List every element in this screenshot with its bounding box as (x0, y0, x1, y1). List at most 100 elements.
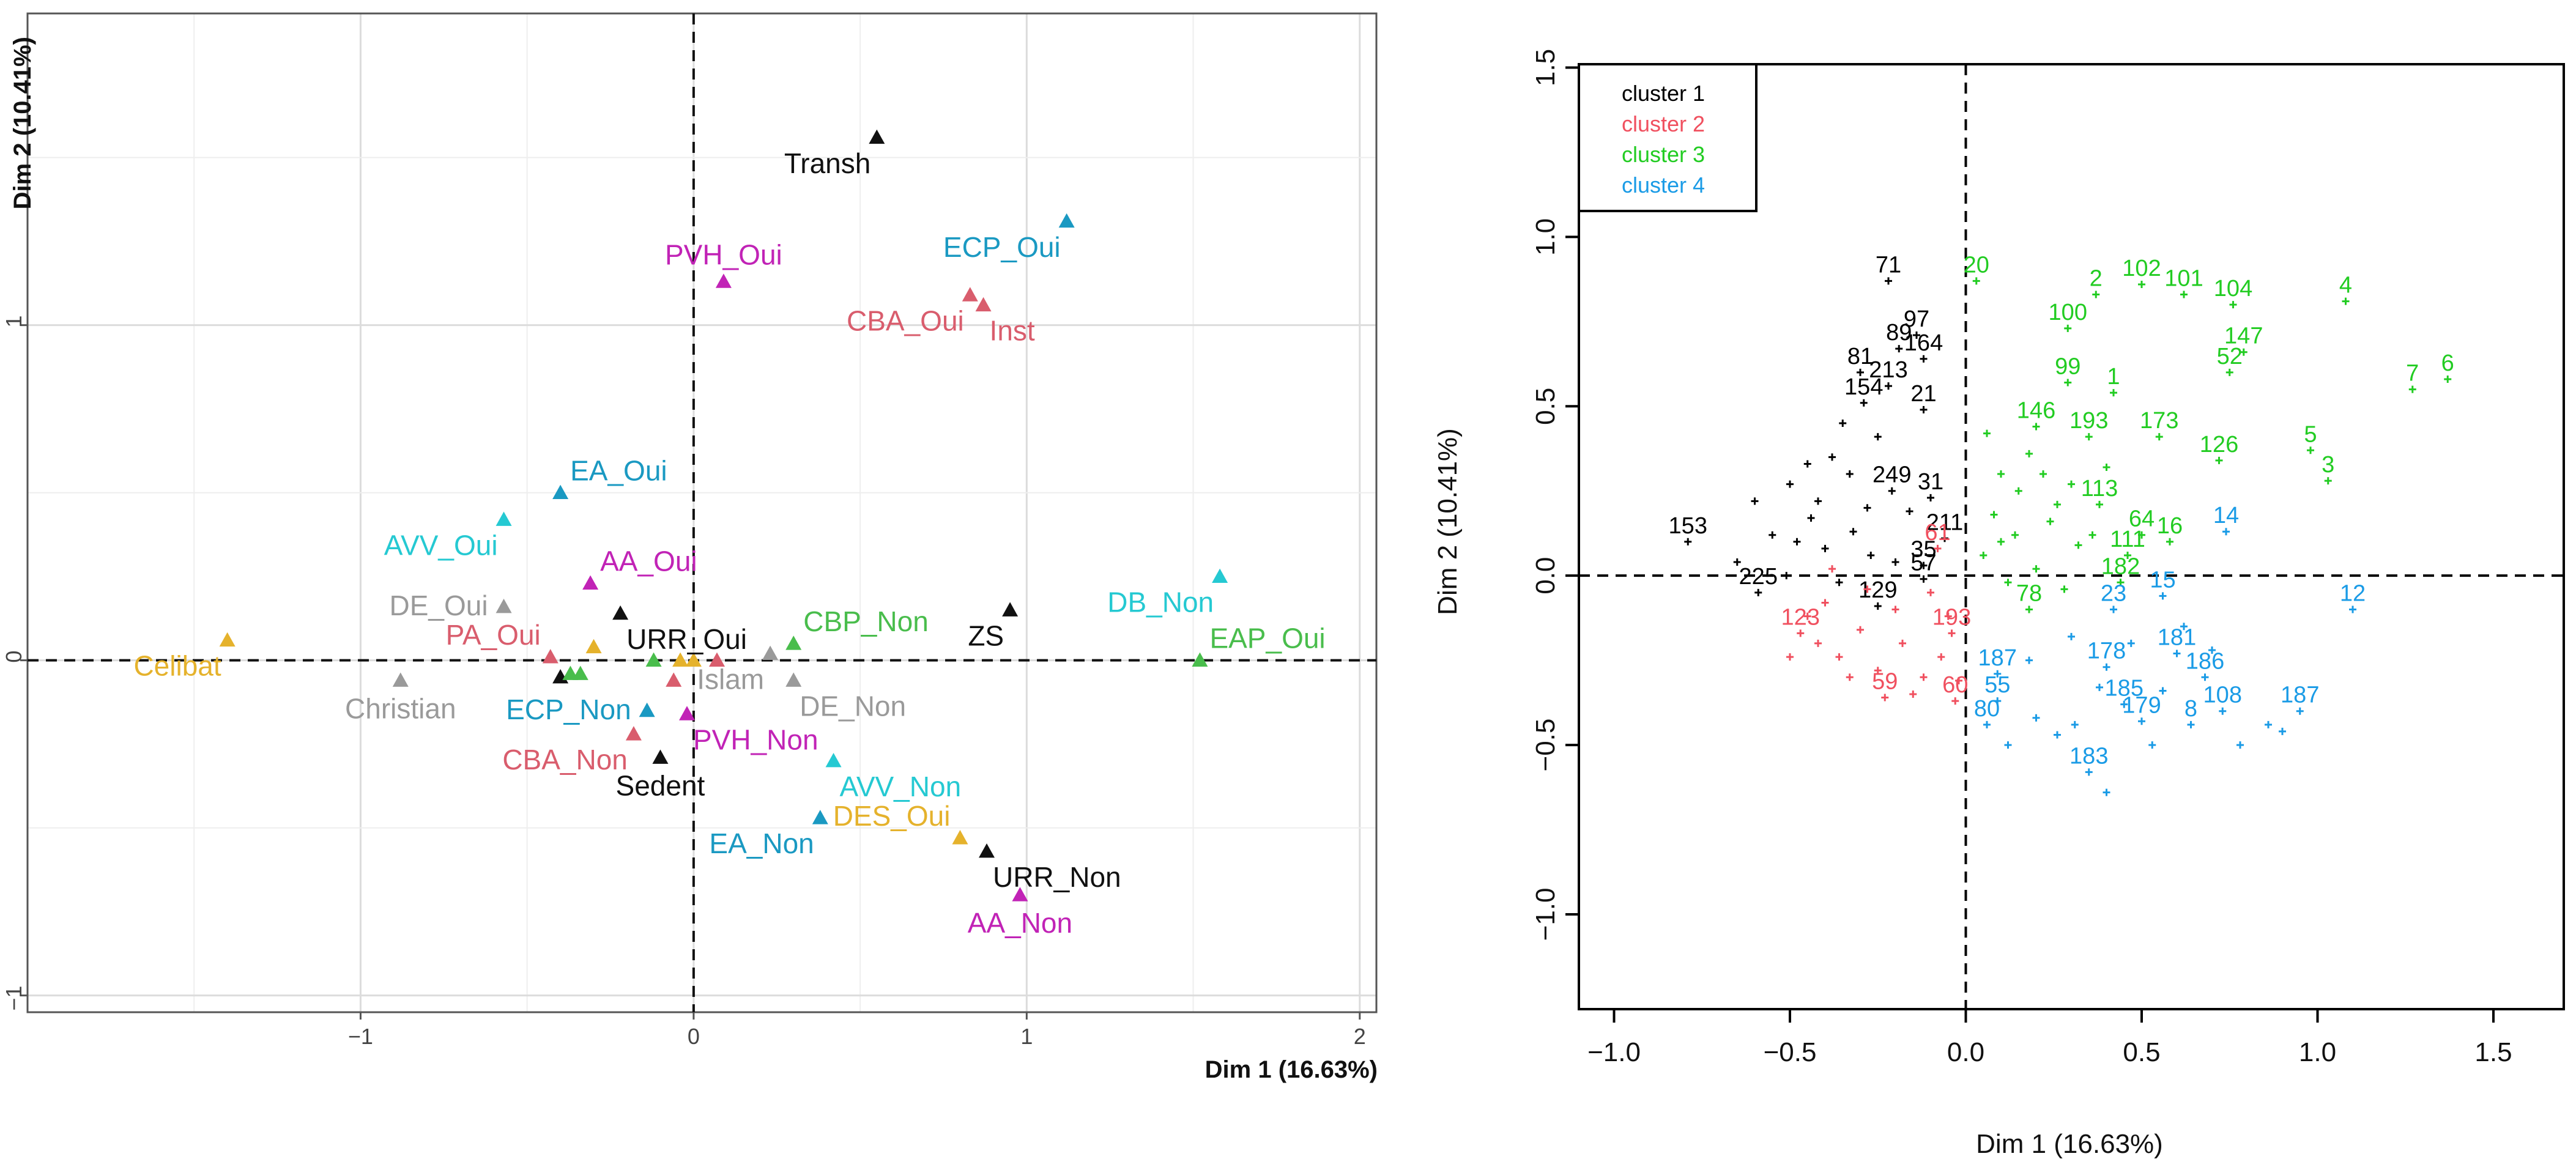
individual-point (1797, 629, 1805, 637)
individual-point (1951, 697, 1959, 705)
individual-point (2068, 480, 2075, 488)
individual-point (1821, 544, 1829, 552)
x-axis-label: Dim 1 (16.63%) (1205, 1056, 1378, 1083)
individual-point (2219, 707, 2227, 715)
individual-label: 183 (2069, 743, 2108, 769)
category-point (585, 639, 602, 654)
individual-label: 108 (2203, 683, 2242, 708)
category-point (219, 632, 236, 647)
category-point (496, 598, 512, 613)
individual-point (2166, 538, 2173, 546)
category-point (952, 830, 968, 845)
individual-point (1920, 355, 1928, 363)
individual-label: 179 (2122, 692, 2161, 718)
individual-point (2342, 297, 2350, 305)
individual-point (2032, 565, 2040, 573)
individual-point (1913, 331, 1920, 339)
individual-label: 182 (2101, 554, 2140, 579)
category-label: Sedent (616, 770, 705, 802)
individual-point (2236, 741, 2244, 749)
individual-point (2138, 717, 2145, 725)
individual-label: 16 (2157, 513, 2183, 539)
individual-point (1828, 453, 1836, 461)
category-label: Islam (697, 664, 764, 695)
category-point (625, 726, 642, 741)
individual-point (2307, 446, 2314, 454)
individual-point (2004, 741, 2012, 749)
category-point (562, 665, 579, 680)
individual-label: 154 (1844, 374, 1883, 400)
individual-point (2173, 650, 2181, 657)
individual-point (1895, 345, 1903, 353)
category-point (1058, 213, 1075, 228)
category-point (715, 273, 732, 288)
individual-point (2110, 605, 2117, 613)
individual-point (2120, 700, 2128, 708)
cluster-individuals-chart: −1.0 −0.5 0.0 0.5 1.0 1.5 −1.0 −0.5 0.0 0.5 1.0 1.5… (1433, 49, 2565, 1159)
individual-point (2054, 731, 2061, 739)
individual-label: 146 (2017, 398, 2055, 424)
individual-label: 23 (2101, 581, 2126, 607)
category-point (1212, 568, 1228, 583)
individual-point (1941, 535, 1948, 542)
category-label: CBP_Non (803, 605, 929, 637)
individual-point (2349, 605, 2356, 613)
individual-point (1997, 538, 2005, 546)
individual-label: 193 (1932, 604, 1971, 630)
individual-point (2004, 579, 2012, 587)
individual-point (1821, 599, 1829, 607)
individual-point (1972, 277, 1980, 285)
individual-label: 101 (2164, 266, 2203, 292)
category-label: EA_Non (709, 828, 814, 859)
category-label: ECP_Non (506, 694, 631, 725)
category-label: ZS (968, 620, 1004, 651)
individual-point (2229, 301, 2237, 309)
legend-entry: cluster 4 (1622, 172, 1705, 198)
reference-lines (1579, 64, 2564, 1009)
individual-label: 100 (2049, 300, 2087, 325)
individual-label: 78 (2016, 581, 2042, 607)
individual-point (1793, 538, 1801, 546)
individual-point (1807, 514, 1815, 522)
category-point (542, 649, 559, 664)
individual-point (2225, 368, 2233, 376)
individual-point (2138, 280, 2145, 288)
individual-label: 249 (1873, 462, 1911, 488)
category-label: URR_Oui (626, 623, 747, 655)
individual-point (1849, 528, 1857, 536)
individual-point (2296, 707, 2304, 715)
individual-label: 71 (1876, 252, 1901, 278)
category-point (552, 484, 569, 500)
individual-point (2240, 348, 2248, 356)
category-label: PA_Oui (446, 619, 541, 651)
individual-point (2060, 585, 2068, 593)
y-tick-label: −1 (1, 986, 26, 1011)
x-tick-label: 2 (1354, 1024, 1366, 1049)
individual-label: 187 (1978, 645, 2017, 671)
individual-label: 193 (2069, 408, 2108, 434)
individual-point (1835, 579, 1843, 587)
individual-label: 111 (2110, 527, 2145, 552)
category-point (762, 645, 779, 661)
individual-point (1937, 653, 1945, 661)
y-tick-label: 1 (1, 316, 26, 328)
individual-point (1786, 653, 1794, 661)
category-point (679, 706, 695, 720)
category-point (979, 843, 995, 858)
individual-label: 55 (1984, 672, 2010, 698)
legend-box (1578, 63, 1758, 212)
category-point (572, 665, 588, 680)
category-point (962, 287, 978, 302)
category-point (812, 810, 828, 824)
individual-label: 1 (2107, 364, 2120, 390)
x-tick-label: 0.0 (1947, 1037, 1984, 1067)
mca-variables-chart: −1 0 1 2 −1 0 1 Transh ECP_Oui PVH_Oui CBA_Oui Ins… (1, 12, 1378, 1083)
category-label: DE_Oui (389, 590, 488, 621)
individual-label: 102 (2122, 256, 2161, 281)
category-label: Transh (784, 147, 870, 179)
category-point (785, 635, 802, 650)
individual-point (2444, 376, 2452, 383)
plot-frame (26, 12, 1378, 1013)
category-point (1012, 887, 1028, 902)
category-point (709, 652, 725, 667)
